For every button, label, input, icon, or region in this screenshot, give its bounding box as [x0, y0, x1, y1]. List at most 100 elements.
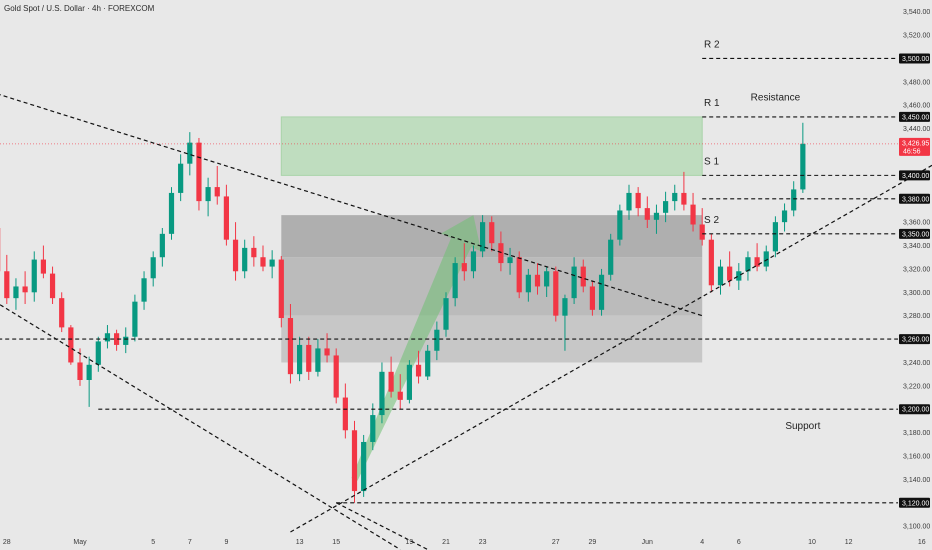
candle-down — [388, 371, 394, 392]
symbol-title: Gold Spot / U.S. Dollar · 4h · FOREXCOM — [4, 4, 155, 13]
price-tick-label: 3,160.00 — [903, 454, 930, 461]
candle-down — [351, 430, 358, 492]
level-price-badge — [899, 170, 930, 181]
time-tick-label: 28 — [3, 539, 11, 546]
annotation-label: Support — [785, 421, 820, 432]
time-tick-label: 6 — [737, 539, 741, 546]
price-zone — [280, 116, 703, 176]
candle-up — [406, 364, 412, 400]
level-price-badge — [899, 404, 930, 415]
candle-up — [791, 189, 797, 211]
candle-up — [663, 201, 669, 213]
candle-up — [470, 251, 477, 272]
time-tick-label: 27 — [552, 539, 560, 546]
candle-down — [232, 239, 239, 272]
candle-down — [4, 271, 10, 299]
price-tick-label: 3,180.00 — [903, 430, 930, 437]
candle-down — [260, 257, 266, 267]
candle-down — [196, 142, 202, 202]
candle-up — [443, 298, 449, 330]
level-price-badge — [899, 497, 930, 508]
price-tick-label: 3,540.00 — [903, 9, 930, 16]
price-tick-label: 3,440.00 — [903, 126, 930, 133]
level-name-label: S 1 — [704, 156, 719, 167]
level-price-badge — [899, 53, 930, 64]
level-price-badge — [899, 111, 930, 122]
candle-up — [141, 278, 147, 302]
candle-up — [772, 222, 778, 252]
level-price-badge — [899, 334, 930, 345]
candle-up — [13, 286, 19, 299]
time-tick-label: Jun — [642, 539, 653, 546]
last-price-countdown: 46:56 — [903, 148, 921, 155]
time-tick-label: 7 — [188, 539, 192, 546]
candle-down — [22, 286, 28, 293]
candle-down — [397, 391, 403, 400]
level-price-badge — [899, 228, 930, 239]
candle-up — [781, 210, 788, 223]
candle-up — [379, 371, 385, 416]
candle-down — [727, 266, 733, 281]
candle-down — [333, 355, 339, 398]
level-name-label: S 2 — [704, 215, 719, 226]
level-name-label: R 2 — [704, 39, 720, 50]
candle-up — [598, 274, 605, 310]
time-tick-label: 13 — [296, 539, 304, 546]
price-tick-label: 3,480.00 — [903, 79, 930, 86]
level-price-badge-text: 3,450.00 — [902, 114, 929, 121]
time-tick-label: 16 — [918, 539, 926, 546]
trend-line — [335, 502, 428, 550]
level-price-badge-text: 3,500.00 — [902, 56, 929, 63]
candle-down — [498, 243, 504, 264]
time-tick-label: 15 — [332, 539, 340, 546]
candle-down — [40, 259, 46, 274]
candle-up — [745, 257, 751, 272]
candle-down — [754, 257, 760, 267]
level-price-badge — [899, 193, 930, 204]
level-price-badge-text: 3,380.00 — [902, 196, 929, 203]
time-tick-label: 29 — [589, 539, 597, 546]
candle-up — [800, 143, 806, 190]
candle-up — [269, 259, 275, 267]
candle-up — [168, 192, 175, 234]
candle-up — [434, 329, 440, 351]
candle-up — [480, 222, 486, 252]
level-name-label: R 1 — [704, 98, 720, 109]
candle-down — [708, 239, 714, 286]
candle-down — [589, 286, 595, 310]
candle-down — [681, 192, 687, 205]
candle-up — [150, 257, 156, 279]
candle-down — [534, 274, 541, 287]
time-tick-label: 4 — [700, 539, 704, 546]
candle-down — [68, 327, 74, 363]
candle-down — [342, 397, 348, 431]
candle-down — [49, 273, 56, 299]
price-tick-label: 3,220.00 — [903, 383, 930, 390]
price-tick-label: 3,280.00 — [903, 313, 930, 320]
annotation-label: Resistance — [751, 93, 801, 104]
candle-up — [626, 192, 632, 211]
candle-up — [736, 271, 742, 281]
candle-down — [461, 263, 467, 272]
candle-up — [617, 210, 623, 240]
candle-down — [699, 224, 705, 240]
candle-down — [553, 271, 559, 316]
candle-up — [297, 344, 303, 375]
level-price-badge-text: 3,120.00 — [902, 500, 929, 507]
candle-up — [653, 212, 660, 220]
candle-up — [132, 301, 138, 337]
price-tick-label: 3,300.00 — [903, 290, 930, 297]
candle-up — [178, 163, 184, 193]
candle-up — [525, 274, 531, 293]
candle-up — [361, 441, 367, 492]
time-tick-label: 9 — [224, 539, 228, 546]
price-tick-label: 3,140.00 — [903, 477, 930, 484]
trend-line — [0, 94, 703, 317]
candle-up — [425, 350, 431, 377]
time-tick-label: 12 — [845, 539, 853, 546]
last-price-badge — [899, 137, 930, 156]
candle-down — [214, 187, 220, 197]
candle-down — [287, 318, 294, 375]
